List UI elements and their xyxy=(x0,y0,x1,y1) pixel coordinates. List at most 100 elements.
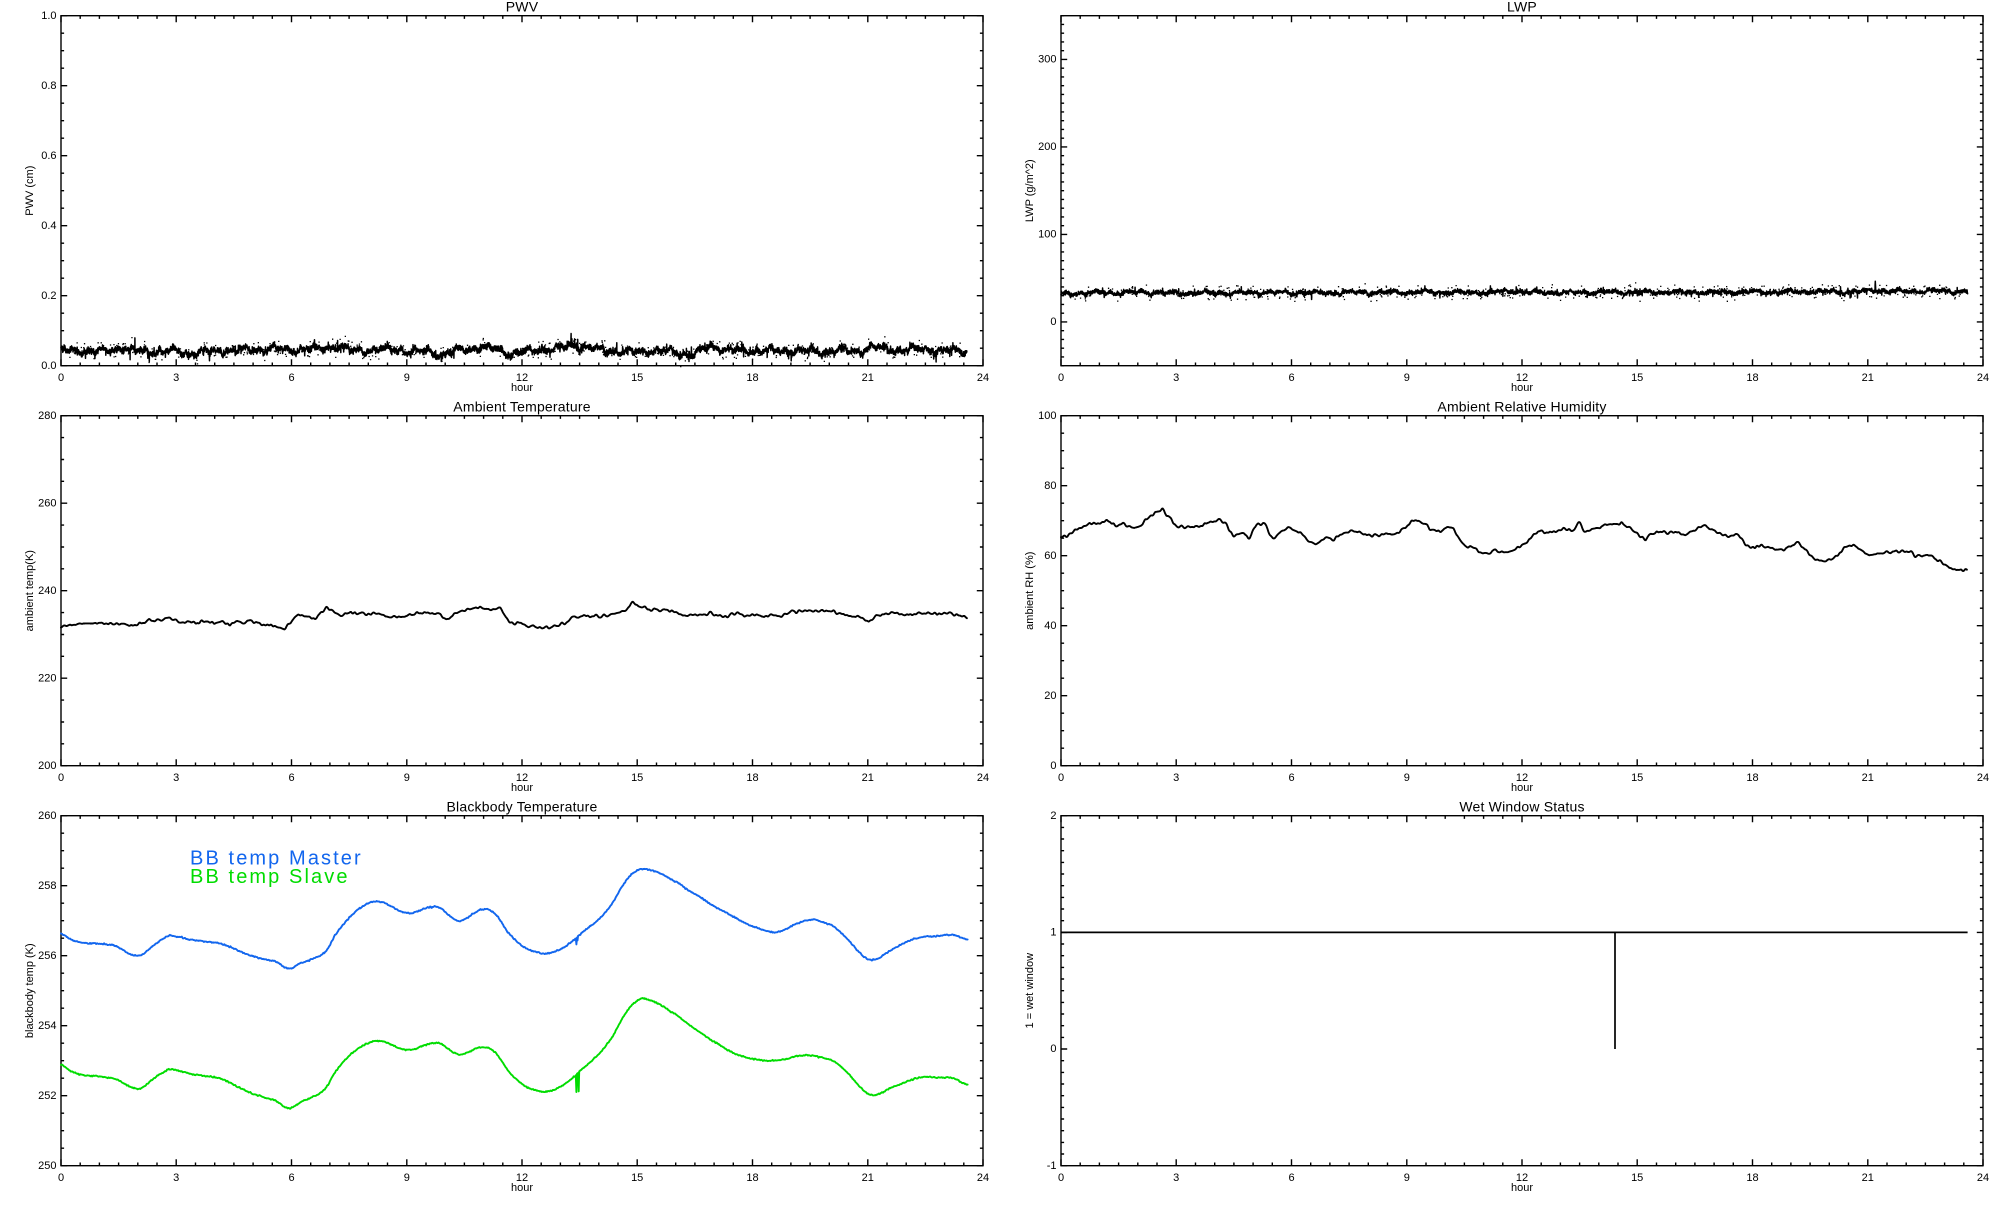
svg-text:0.8: 0.8 xyxy=(41,80,56,92)
svg-text:Wet Window Status: Wet Window Status xyxy=(1459,799,1584,815)
svg-text:BB temp Slave: BB temp Slave xyxy=(190,866,350,888)
svg-text:220: 220 xyxy=(38,672,56,684)
svg-text:60: 60 xyxy=(1044,550,1056,562)
svg-text:0: 0 xyxy=(1058,1172,1064,1184)
svg-text:6: 6 xyxy=(288,1172,294,1184)
svg-text:18: 18 xyxy=(746,772,758,784)
svg-text:hour: hour xyxy=(511,782,533,794)
svg-text:18: 18 xyxy=(1746,772,1758,784)
svg-text:0: 0 xyxy=(1050,1043,1056,1055)
svg-text:3: 3 xyxy=(173,1172,179,1184)
svg-text:6: 6 xyxy=(1288,772,1294,784)
svg-text:1.0: 1.0 xyxy=(41,10,56,22)
svg-text:24: 24 xyxy=(1977,772,1989,784)
svg-text:0.2: 0.2 xyxy=(41,290,56,302)
svg-text:15: 15 xyxy=(1631,372,1643,384)
svg-text:0.6: 0.6 xyxy=(41,150,56,162)
svg-text:15: 15 xyxy=(631,372,643,384)
svg-text:9: 9 xyxy=(1404,1172,1410,1184)
svg-text:3: 3 xyxy=(1173,1172,1179,1184)
svg-text:9: 9 xyxy=(1404,772,1410,784)
svg-text:hour: hour xyxy=(511,382,533,394)
svg-text:258: 258 xyxy=(38,880,56,892)
svg-text:12: 12 xyxy=(516,372,528,384)
svg-text:0: 0 xyxy=(1050,760,1056,772)
svg-text:0: 0 xyxy=(58,372,64,384)
svg-text:Ambient Relative Humidity: Ambient Relative Humidity xyxy=(1437,399,1606,415)
svg-text:0: 0 xyxy=(58,772,64,784)
svg-text:12: 12 xyxy=(516,772,528,784)
svg-text:250: 250 xyxy=(38,1160,56,1172)
svg-text:254: 254 xyxy=(38,1020,56,1032)
svg-text:21: 21 xyxy=(1862,772,1874,784)
svg-text:260: 260 xyxy=(38,810,56,822)
svg-text:3: 3 xyxy=(173,772,179,784)
svg-text:40: 40 xyxy=(1044,620,1056,632)
svg-text:-1: -1 xyxy=(1047,1160,1057,1172)
svg-text:0.0: 0.0 xyxy=(41,360,56,372)
svg-text:0: 0 xyxy=(58,1172,64,1184)
svg-text:200: 200 xyxy=(38,760,56,772)
svg-text:6: 6 xyxy=(288,772,294,784)
svg-text:18: 18 xyxy=(746,1172,758,1184)
svg-text:6: 6 xyxy=(1288,1172,1294,1184)
svg-text:21: 21 xyxy=(1862,1172,1874,1184)
svg-text:Ambient Temperature: Ambient Temperature xyxy=(453,399,590,415)
svg-text:280: 280 xyxy=(38,410,56,422)
svg-text:15: 15 xyxy=(1631,772,1643,784)
svg-text:12: 12 xyxy=(516,1172,528,1184)
svg-text:18: 18 xyxy=(746,372,758,384)
svg-text:9: 9 xyxy=(404,772,410,784)
svg-text:0.4: 0.4 xyxy=(41,220,56,232)
svg-text:20: 20 xyxy=(1044,690,1056,702)
svg-text:24: 24 xyxy=(1977,372,1989,384)
svg-text:9: 9 xyxy=(404,372,410,384)
svg-text:hour: hour xyxy=(511,1182,533,1194)
svg-text:240: 240 xyxy=(38,585,56,597)
svg-text:LWP (g/m^2): LWP (g/m^2) xyxy=(1024,159,1036,222)
svg-text:3: 3 xyxy=(1173,772,1179,784)
svg-text:hour: hour xyxy=(1511,1182,1533,1194)
svg-text:ambient temp(K): ambient temp(K) xyxy=(24,550,36,631)
svg-text:1 = wet window: 1 = wet window xyxy=(1024,953,1036,1029)
svg-text:100: 100 xyxy=(1038,229,1056,241)
svg-text:256: 256 xyxy=(38,950,56,962)
svg-text:12: 12 xyxy=(1516,1172,1528,1184)
svg-text:15: 15 xyxy=(1631,1172,1643,1184)
svg-text:260: 260 xyxy=(38,497,56,509)
svg-text:2: 2 xyxy=(1050,810,1056,822)
svg-text:15: 15 xyxy=(631,1172,643,1184)
svg-text:LWP: LWP xyxy=(1507,0,1537,15)
svg-text:18: 18 xyxy=(1746,372,1758,384)
svg-text:24: 24 xyxy=(977,372,989,384)
svg-text:9: 9 xyxy=(1404,372,1410,384)
svg-text:18: 18 xyxy=(1746,1172,1758,1184)
svg-text:9: 9 xyxy=(404,1172,410,1184)
svg-text:21: 21 xyxy=(862,772,874,784)
svg-text:21: 21 xyxy=(862,372,874,384)
svg-text:300: 300 xyxy=(1038,54,1056,66)
svg-text:hour: hour xyxy=(1511,382,1533,394)
svg-text:21: 21 xyxy=(1862,372,1874,384)
svg-text:200: 200 xyxy=(1038,141,1056,153)
svg-text:6: 6 xyxy=(288,372,294,384)
svg-text:21: 21 xyxy=(862,1172,874,1184)
svg-text:252: 252 xyxy=(38,1090,56,1102)
svg-text:24: 24 xyxy=(977,1172,989,1184)
svg-text:12: 12 xyxy=(1516,372,1528,384)
svg-text:1: 1 xyxy=(1050,927,1056,939)
svg-text:24: 24 xyxy=(977,772,989,784)
svg-text:0: 0 xyxy=(1050,316,1056,328)
svg-text:12: 12 xyxy=(1516,772,1528,784)
svg-text:24: 24 xyxy=(1977,1172,1989,1184)
svg-text:blackbody temp (K): blackbody temp (K) xyxy=(24,943,36,1038)
svg-text:80: 80 xyxy=(1044,480,1056,492)
svg-text:100: 100 xyxy=(1038,410,1056,422)
svg-text:Blackbody Temperature: Blackbody Temperature xyxy=(446,799,597,815)
svg-text:BB temp Master: BB temp Master xyxy=(190,848,363,870)
svg-text:hour: hour xyxy=(1511,782,1533,794)
svg-text:6: 6 xyxy=(1288,372,1294,384)
svg-text:PWV (cm): PWV (cm) xyxy=(24,166,36,216)
svg-text:15: 15 xyxy=(631,772,643,784)
svg-text:0: 0 xyxy=(1058,772,1064,784)
